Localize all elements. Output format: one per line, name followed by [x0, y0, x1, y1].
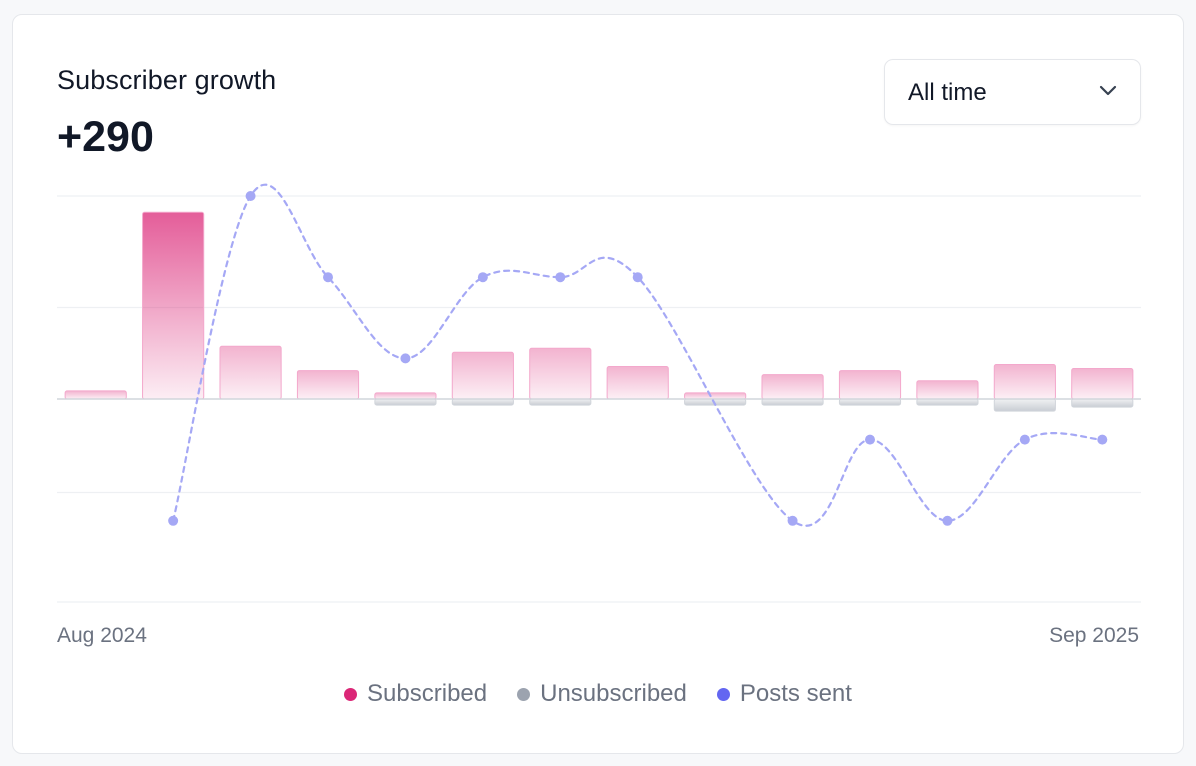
subscriber-growth-chart	[57, 183, 1141, 603]
subscribed-bar-10	[838, 370, 902, 400]
subscribed-bar-0	[64, 390, 127, 400]
card-title: Subscriber growth	[57, 65, 277, 95]
subscribed-bar-4	[374, 392, 437, 400]
unsubscribed-bar-11	[916, 398, 979, 406]
posts-sent-point-13	[1097, 434, 1108, 445]
subscribed-bar-6	[529, 347, 592, 400]
subscribed-bar-12	[993, 363, 1056, 400]
legend-unsubscribed[interactable]: Unsubscribed	[517, 680, 687, 708]
unsubscribed-bar-6	[529, 398, 592, 406]
subscribed-bar-13	[1071, 368, 1134, 400]
subscriber-growth-card: Subscriber growth +290 All time Aug 2024…	[12, 14, 1184, 754]
subscribed-bar-8	[684, 392, 747, 400]
posts-sent-point-4	[400, 353, 411, 364]
posts-sent-point-7	[632, 272, 643, 283]
x-axis-end-label: Sep 2025	[1049, 624, 1139, 647]
unsubscribed-bar-5	[451, 398, 514, 406]
legend-subscribed-label: Subscribed	[367, 680, 488, 707]
subscribed-bar-3	[296, 370, 360, 400]
posts-sent-point-5	[477, 272, 488, 283]
x-axis-start-label: Aug 2024	[57, 624, 147, 647]
posts-sent-point-9	[787, 515, 798, 526]
posts-sent-point-2	[245, 191, 256, 201]
legend-posts-sent[interactable]: Posts sent	[716, 680, 852, 708]
posts-sent-point-11	[942, 515, 953, 526]
subscribed-bar-9	[761, 374, 824, 400]
legend-unsubscribed-label: Unsubscribed	[540, 680, 687, 707]
total-change-value: +290	[57, 113, 154, 161]
time-range-dropdown[interactable]: All time	[884, 59, 1141, 125]
unsubscribed-bar-10	[838, 398, 902, 406]
posts-sent-line	[172, 183, 1104, 527]
legend-posts-sent-label: Posts sent	[739, 680, 852, 707]
unsubscribed-bar-4	[374, 398, 437, 406]
subscribed-bar-7	[606, 366, 669, 400]
posts-sent-dot-icon	[716, 687, 730, 701]
posts-sent-point-1	[168, 515, 179, 526]
posts-sent-point-12	[1019, 434, 1030, 445]
subscribed-bar-11	[916, 380, 979, 400]
chevron-down-icon	[1099, 85, 1117, 96]
unsubscribed-bar-9	[761, 398, 824, 406]
posts-sent-point-6	[555, 272, 566, 283]
subscribed-bar-2	[219, 345, 282, 400]
posts-sent-point-3	[323, 272, 333, 283]
unsubscribed-bar-12	[993, 398, 1056, 412]
subscribed-dot-icon	[344, 687, 358, 701]
subscribed-bar-1	[142, 211, 205, 400]
time-range-selected-value: All time	[908, 79, 987, 106]
legend-subscribed[interactable]: Subscribed	[344, 680, 487, 708]
subscribed-bar-5	[451, 351, 514, 400]
unsubscribed-dot-icon	[517, 687, 531, 701]
chart-legend: Subscribed Unsubscribed Posts sent	[13, 680, 1183, 708]
unsubscribed-bar-13	[1071, 398, 1134, 408]
posts-sent-point-10	[865, 434, 875, 445]
